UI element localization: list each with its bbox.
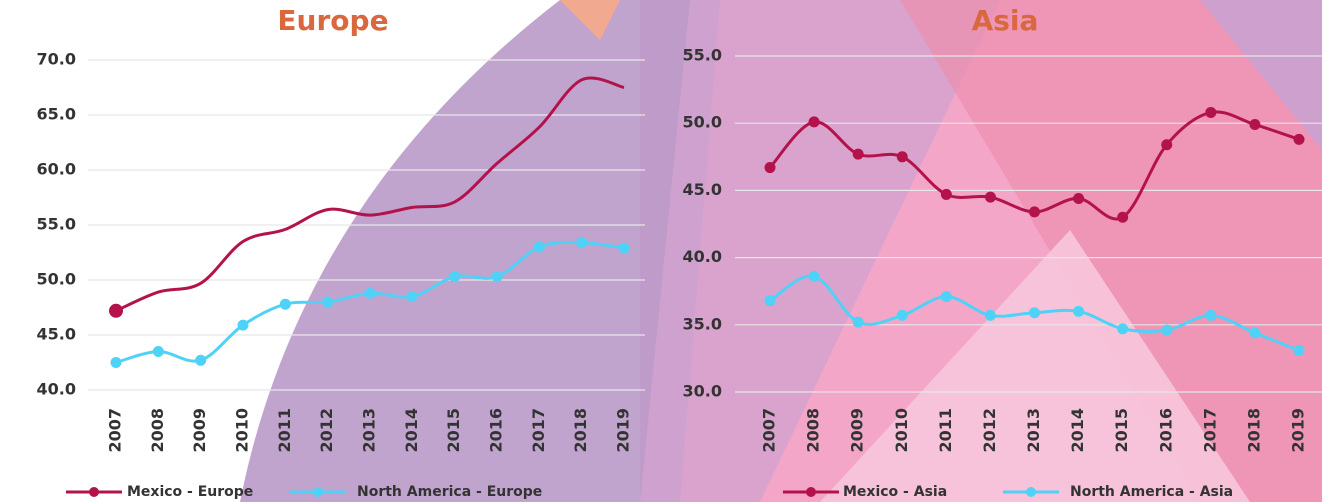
legend-marker — [1026, 487, 1036, 497]
data-point — [237, 319, 249, 331]
data-point — [491, 271, 503, 283]
y-tick-label: 55.0 — [683, 46, 722, 65]
x-tick-label: 2013 — [1024, 408, 1043, 453]
data-point — [1293, 133, 1305, 145]
x-tick-label: 2013 — [360, 408, 379, 453]
x-tick-label: 2008 — [804, 408, 823, 453]
legend-marker — [313, 487, 323, 497]
data-point — [1029, 307, 1040, 319]
x-tick-label: 2008 — [148, 408, 167, 453]
data-point — [1161, 139, 1173, 151]
legend-marker — [89, 487, 99, 497]
x-tick-label: 2019 — [1289, 408, 1308, 453]
y-tick-label: 45.0 — [683, 180, 722, 199]
y-tick-label: 40.0 — [683, 247, 722, 266]
series-line — [115, 76, 625, 313]
legend-label: North America - Asia — [1070, 484, 1233, 500]
x-tick-label: 2018 — [1244, 408, 1263, 453]
data-point — [1073, 192, 1085, 204]
data-point — [764, 162, 776, 174]
data-point — [1205, 309, 1217, 321]
legend-label: Mexico - Asia — [843, 484, 947, 500]
legend-label: Mexico - Europe — [127, 484, 253, 500]
x-tick-label: 2011 — [275, 408, 294, 453]
x-tick-label: 2007 — [106, 408, 125, 453]
data-point — [1161, 324, 1173, 336]
x-tick-label: 2018 — [571, 408, 590, 453]
x-tick-label: 2010 — [892, 408, 911, 453]
x-tick-label: 2016 — [487, 408, 506, 453]
x-tick-label: 2014 — [1068, 408, 1087, 453]
x-tick-label: 2019 — [614, 408, 633, 453]
x-tick-label: 2015 — [1112, 408, 1131, 453]
x-tick-label: 2017 — [1200, 408, 1219, 453]
data-point — [406, 291, 418, 302]
data-point — [1073, 305, 1085, 317]
data-point — [279, 298, 291, 310]
data-point — [109, 303, 123, 318]
data-point — [322, 296, 334, 308]
x-tick-label: 2017 — [529, 408, 548, 453]
data-point — [984, 309, 996, 321]
y-tick-label: 70.0 — [37, 50, 76, 69]
data-point — [896, 151, 908, 163]
y-tick-label: 40.0 — [37, 380, 76, 399]
data-point — [984, 191, 996, 203]
data-point — [852, 148, 864, 160]
data-point — [195, 354, 207, 366]
x-tick-label: 2015 — [444, 408, 463, 453]
x-tick-label: 2014 — [402, 408, 421, 453]
data-point — [110, 357, 122, 368]
y-tick-label: 55.0 — [37, 215, 76, 234]
data-point — [940, 188, 952, 200]
x-tick-label: 2010 — [233, 408, 252, 453]
x-tick-label: 2009 — [848, 408, 867, 453]
x-tick-label: 2009 — [190, 408, 209, 453]
data-point — [1029, 206, 1040, 218]
data-point — [618, 242, 630, 254]
data-point — [533, 241, 545, 253]
y-tick-label: 35.0 — [683, 314, 722, 333]
y-tick-label: 30.0 — [683, 382, 722, 401]
legend-label: North America - Europe — [357, 484, 542, 500]
data-point — [896, 309, 908, 321]
data-point — [852, 316, 864, 328]
data-point — [1117, 323, 1129, 335]
data-point — [1249, 327, 1261, 339]
data-point — [449, 271, 461, 283]
data-point — [576, 237, 588, 249]
chart-title: Europe — [277, 4, 388, 37]
y-tick-label: 50.0 — [683, 113, 722, 132]
data-point — [1249, 119, 1261, 131]
x-tick-label: 2007 — [760, 408, 779, 453]
y-tick-label: 50.0 — [37, 270, 76, 289]
data-point — [940, 291, 952, 303]
legend-marker — [806, 487, 816, 497]
data-point — [808, 270, 820, 282]
y-tick-label: 45.0 — [37, 325, 76, 344]
chart-title: Asia — [972, 4, 1039, 37]
data-point — [808, 116, 820, 128]
data-point — [152, 346, 164, 357]
x-tick-label: 2011 — [936, 408, 955, 453]
x-tick-label: 2016 — [1156, 408, 1175, 453]
data-point — [364, 287, 376, 299]
y-tick-label: 60.0 — [37, 160, 76, 179]
x-tick-label: 2012 — [980, 408, 999, 453]
y-tick-label: 65.0 — [37, 105, 76, 124]
data-point — [764, 295, 776, 307]
data-point — [1293, 344, 1305, 356]
data-point — [1205, 106, 1217, 118]
data-point — [1117, 211, 1129, 223]
x-tick-label: 2012 — [317, 408, 336, 453]
